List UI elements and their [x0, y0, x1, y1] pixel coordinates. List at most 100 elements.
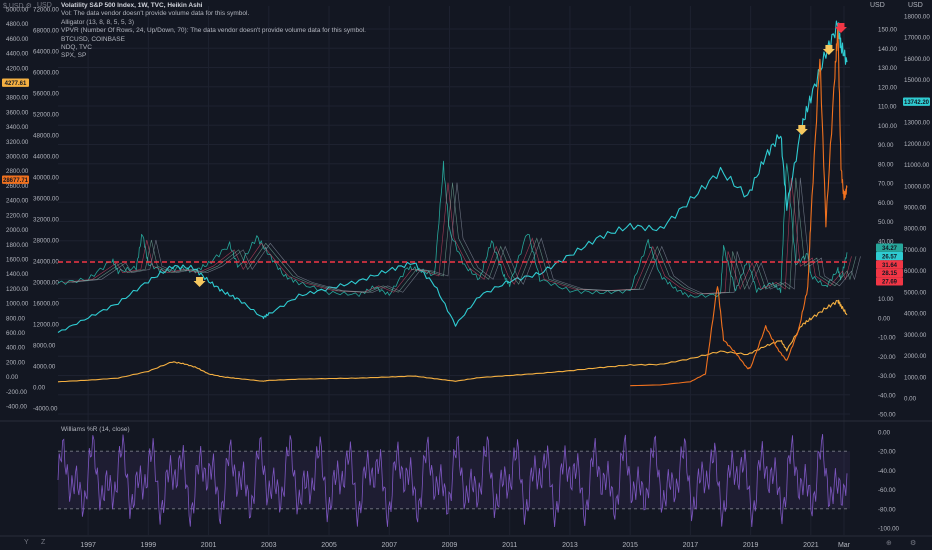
axis-unit-label: USD [908, 2, 923, 9]
axis-tick-label: 52000.00 [33, 112, 59, 119]
axis-tick-label: -20.00 [878, 449, 896, 456]
axis-tick-label: 16000.00 [33, 301, 59, 308]
axis-tick-label: 200.00 [6, 359, 25, 366]
axis-tick-label: 100.00 [878, 123, 897, 130]
arrow-icon [834, 23, 847, 33]
axis-tick-label: 68000.00 [33, 28, 59, 35]
x-tick-label: 2019 [743, 542, 759, 549]
axis-tick-label: 110.00 [878, 104, 897, 111]
axis-tick-label: 1000.00 [6, 301, 29, 308]
axis-tick-label: 8000.00 [33, 343, 56, 350]
price-badge-label: 27.69 [882, 280, 898, 286]
series-line [57, 299, 848, 383]
axis-tick-label: 1800.00 [6, 242, 29, 249]
corner-label[interactable]: Z [41, 539, 46, 546]
chart-title: Volatility S&P 500 Index, 1W, TVC, Heiki… [61, 2, 203, 9]
price-badge [2, 78, 29, 87]
axis-tick-label: 2000.00 [904, 353, 927, 360]
corner-label[interactable]: Y [24, 539, 29, 546]
axis-tick-label: 32000.00 [33, 217, 59, 224]
axis-tick-label: -40.00 [878, 468, 896, 475]
x-tick-label: 2009 [442, 542, 458, 549]
settings-icon[interactable]: ⚙ [25, 3, 32, 10]
settings-icon[interactable]: ⚙ [910, 540, 917, 547]
axis-tick-label: -80.00 [878, 506, 896, 513]
x-tick-label: 2007 [381, 542, 397, 549]
axis-tick-label: 3800.00 [6, 95, 29, 102]
axis-tick-label: 8000.00 [904, 226, 927, 233]
alligator-line [71, 177, 861, 295]
axis-tick-label: 44000.00 [33, 154, 59, 161]
zoom-icon[interactable]: ⊕ [886, 540, 892, 547]
axis-tick-label: 60.00 [878, 200, 894, 207]
axis-tick-label: 5000.00 [904, 289, 927, 296]
arrow-icon [193, 277, 206, 287]
axis-tick-label: -4000.00 [33, 406, 58, 413]
axis-tick-label: 140.00 [878, 46, 897, 53]
x-tick-label: 1997 [80, 542, 96, 549]
axis-tick-label: 72000.00 [33, 7, 59, 14]
axis-tick-label: 0.00 [904, 396, 917, 403]
axis-tick-label: 2400.00 [6, 198, 29, 205]
legend-line: Vol: The data vendor doesn't provide vol… [61, 10, 250, 18]
axis-tick-label: 600.00 [6, 330, 25, 337]
price-badge [876, 251, 903, 261]
axis-tick-label: 150.00 [878, 27, 897, 34]
axis-tick-label: 28000.00 [33, 238, 59, 245]
legend-line: Alligator (13, 8, 8, 5, 5, 3) [61, 18, 134, 26]
price-badge [2, 175, 29, 184]
top-left-label: $ USD [3, 3, 24, 10]
axis-tick-label: 3000.00 [904, 332, 927, 339]
axis-tick-label: 4800.00 [6, 21, 29, 28]
axis-tick-label: 3200.00 [6, 139, 29, 146]
axis-tick-label: 70.00 [878, 181, 894, 188]
price-badge-label: 4277.61 [5, 81, 27, 87]
price-badge-label: 34.27 [882, 246, 898, 252]
alligator-line [62, 177, 852, 295]
axis-tick-label: 0.00 [878, 315, 891, 322]
x-tick-label: Mar [838, 542, 851, 549]
axis-tick-label: 36000.00 [33, 196, 59, 203]
axis-tick-label: 2800.00 [6, 168, 29, 175]
axis-tick-label: 2200.00 [6, 212, 29, 219]
x-tick-label: 2003 [261, 542, 277, 549]
series-line [57, 20, 848, 333]
alligator-line [66, 177, 857, 295]
legend-line: VPVR (Number Of Rows, 24, Up/Down, 70): … [61, 27, 366, 35]
axis-tick-label: 4200.00 [6, 65, 29, 72]
williams-band [58, 451, 850, 509]
x-tick-label: 2001 [201, 542, 217, 549]
axis-tick-label: -20.00 [878, 354, 896, 361]
axis-tick-label: 0.00 [33, 385, 46, 392]
axis-tick-label: 4400.00 [6, 51, 29, 58]
axis-tick-label: 1200.00 [6, 286, 29, 293]
price-badge [876, 268, 903, 278]
axis-tick-label: 50.00 [878, 219, 894, 226]
x-tick-label: 2021 [803, 542, 819, 549]
x-tick-label: 2011 [502, 542, 517, 549]
axis-tick-label: 12000.00 [904, 141, 930, 148]
axis-tick-label: 120.00 [878, 84, 897, 91]
axis-tick-label: 130.00 [878, 65, 897, 72]
settings-icon-corner[interactable]: $ USD ⚙ [3, 2, 32, 10]
axis-tick-label: 1400.00 [6, 271, 29, 278]
legend-line: SPX, SP [61, 52, 87, 60]
axis-tick-label: 6000.00 [904, 268, 927, 275]
chart-legend: Volatility S&P 500 Index, 1W, TVC, Heiki… [61, 2, 366, 61]
axis-tick-label: 60000.00 [33, 70, 59, 77]
axis-tick-label: 2600.00 [6, 183, 29, 190]
axis-tick-label: 80.00 [878, 161, 894, 168]
axis-tick-label: 20000.00 [33, 280, 59, 287]
axis-tick-label: -400.00 [6, 404, 28, 411]
price-badge-label: 28.15 [882, 271, 898, 277]
axis-tick-label: 64000.00 [33, 49, 59, 56]
axis-tick-label: 4000.00 [33, 364, 56, 371]
axis-tick-label: 16000.00 [904, 56, 930, 63]
axis-tick-label: 24000.00 [33, 259, 59, 266]
axis-tick-label: 3600.00 [6, 109, 29, 116]
axis-tick-label: 9000.00 [904, 205, 927, 212]
axis-tick-label: -200.00 [6, 389, 28, 396]
axis-tick-label: -60.00 [878, 487, 896, 494]
series-line [630, 28, 848, 387]
